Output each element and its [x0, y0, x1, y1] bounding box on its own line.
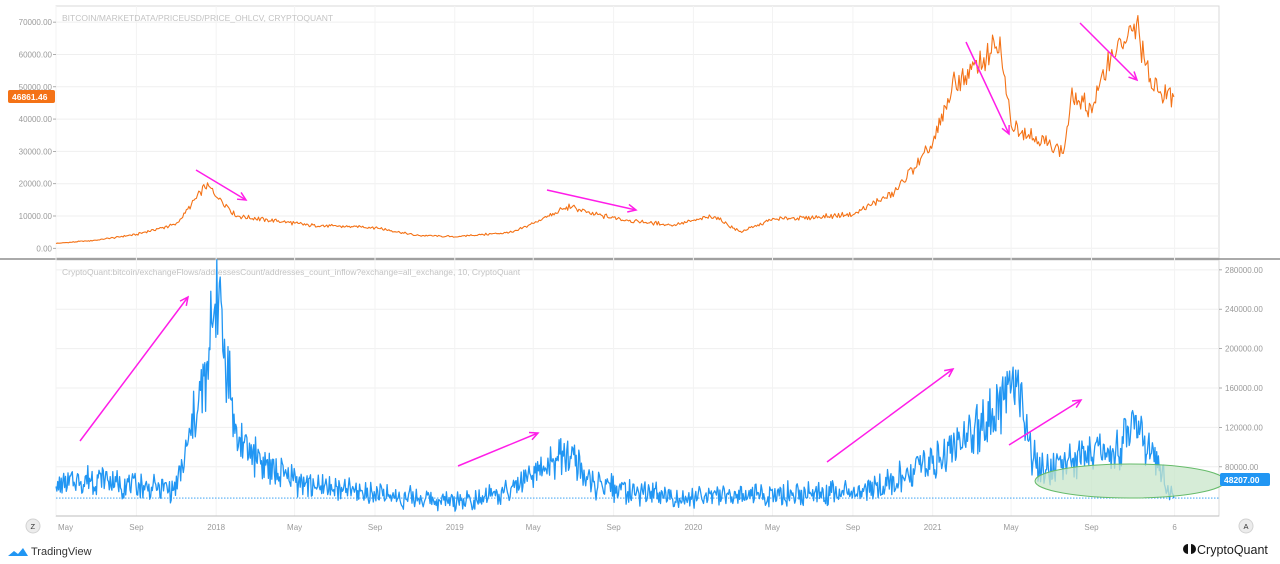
inflow-series-line	[55, 259, 1175, 512]
inflow-y-tick-label: 200000.00	[1225, 345, 1263, 354]
x-tick-label: 2018	[207, 523, 225, 532]
annotation-arrow	[195, 169, 248, 201]
bottom-gridlines	[56, 269, 1219, 468]
x-tick-label: May	[765, 523, 780, 532]
x-tick-label: May	[1004, 523, 1019, 532]
x-tick-label: 2021	[924, 523, 942, 532]
auto-scale-button[interactable]: A	[1238, 518, 1254, 534]
cryptoquant-logo[interactable]: CryptoQuant	[1183, 543, 1268, 557]
annotation-arrow	[79, 295, 190, 442]
annotation-arrows	[79, 22, 1139, 467]
inflow-y-tick-label: 160000.00	[1225, 384, 1263, 393]
price-y-tick-label: 40000.00	[19, 115, 53, 124]
top-pane-title: BITCOIN/MARKETDATA/PRICEUSD/PRICE_OHLCV,…	[62, 13, 333, 23]
x-tick-label: 2020	[684, 523, 702, 532]
cryptoquant-logo-text: CryptoQuant	[1197, 543, 1268, 557]
inflow-last-value-text: 48207.00	[1224, 475, 1260, 485]
inflow-y-tick-label: 240000.00	[1225, 305, 1263, 314]
annotation-arrow	[826, 367, 955, 463]
price-y-tick-label: 0.00	[36, 244, 52, 253]
top-gridlines	[56, 21, 1219, 249]
annotation-arrow	[546, 189, 638, 213]
cryptoquant-mark-icon	[1183, 544, 1196, 554]
x-tick-label: Sep	[368, 523, 383, 532]
price-y-tick-label: 70000.00	[19, 18, 53, 27]
inflow-last-value-badge: 48207.00	[1220, 473, 1270, 486]
bottom-pane-title: CryptoQuant:bitcoin/exchangeFlows/addres…	[62, 267, 521, 277]
x-tick-label: Sep	[1084, 523, 1099, 532]
x-tick-label: Sep	[846, 523, 861, 532]
annotation-arrow	[457, 431, 540, 467]
x-tick-label: 6	[1172, 523, 1177, 532]
x-tick-label: Sep	[129, 523, 144, 532]
zoom-button[interactable]: Z	[25, 518, 41, 534]
tradingview-cloud-icon	[8, 548, 28, 556]
auto-scale-button-label: A	[1244, 522, 1249, 531]
annotation-arrow	[965, 41, 1010, 136]
top-y-ticks: 0.00 10000.00 20000.00 30000.00 40000.00 5000…	[19, 18, 56, 253]
zoom-button-label: Z	[31, 522, 36, 531]
tradingview-logo[interactable]: TradingView	[8, 546, 92, 558]
x-axis-ticks: May Sep 2018 May Sep 2019 May Sep 2020 May Sep 2021…	[56, 515, 1219, 532]
x-tick-label: 2019	[446, 523, 464, 532]
inflow-y-tick-label: 120000.00	[1225, 423, 1263, 432]
x-tick-label: May	[526, 523, 541, 532]
price-y-tick-label: 50000.00	[19, 83, 53, 92]
price-y-tick-label: 10000.00	[19, 212, 53, 221]
bottom-y-ticks: 80000.00 120000.00 160000.00 200000.00 24000…	[1219, 266, 1263, 472]
price-y-tick-label: 20000.00	[19, 180, 53, 189]
inflow-y-tick-label: 80000.00	[1225, 463, 1259, 472]
x-tick-label: May	[58, 523, 73, 532]
inflow-y-tick-label: 280000.00	[1225, 266, 1263, 275]
x-tick-label: Sep	[607, 523, 622, 532]
price-y-tick-label: 30000.00	[19, 147, 53, 156]
price-series-line	[55, 14, 1175, 245]
highlight-ellipse	[1034, 463, 1226, 499]
annotation-arrow	[1008, 399, 1083, 446]
price-last-value-badge: 46861.46	[8, 90, 55, 103]
annotation-arrow	[1079, 22, 1139, 82]
tradingview-logo-text: TradingView	[31, 546, 92, 558]
x-tick-label: May	[287, 523, 302, 532]
price-last-value-text: 46861.46	[12, 92, 48, 102]
price-y-tick-label: 60000.00	[19, 50, 53, 59]
